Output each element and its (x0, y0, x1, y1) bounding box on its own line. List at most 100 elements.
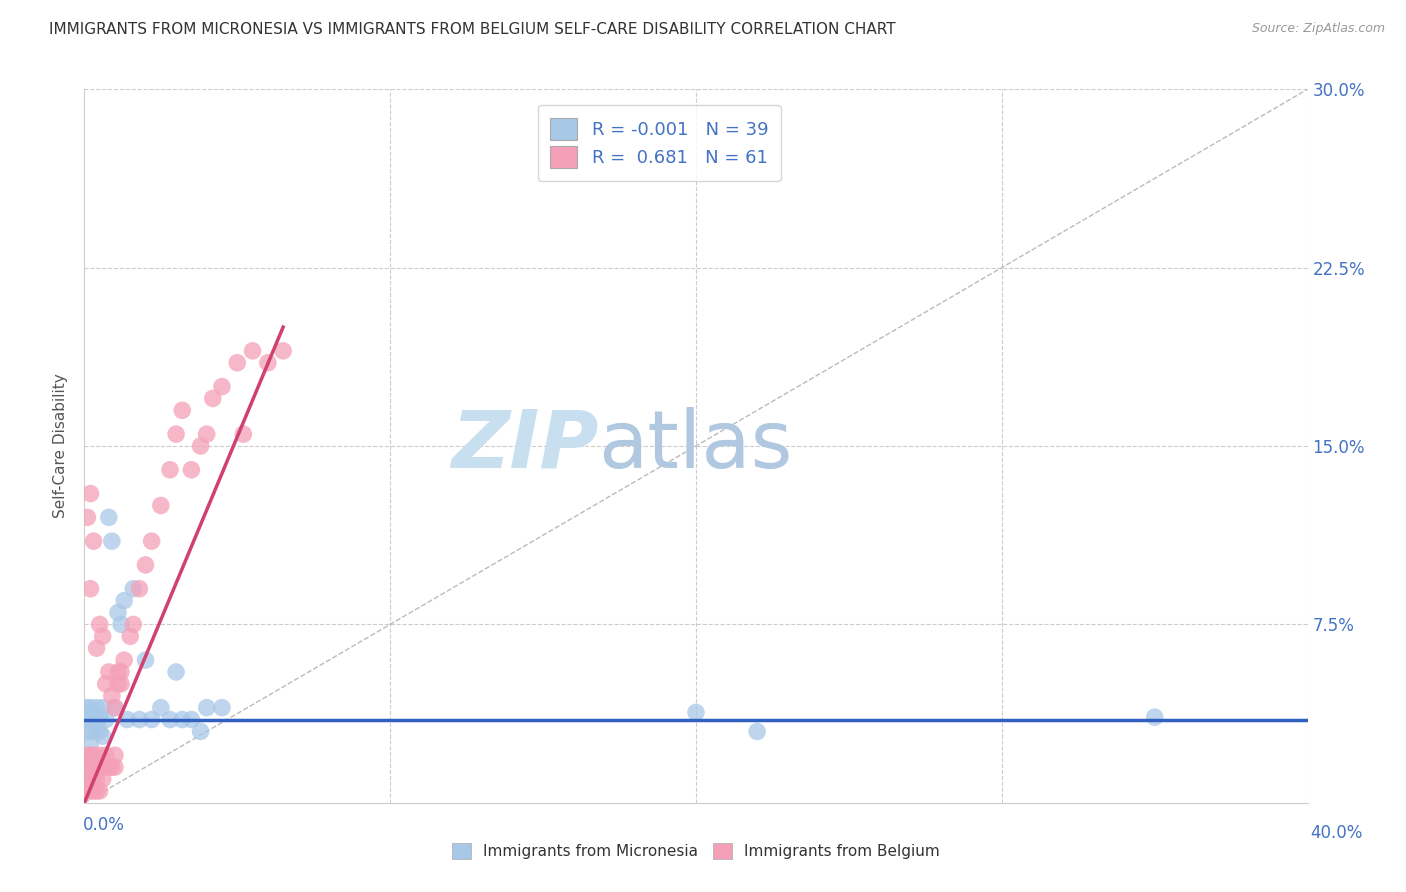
Point (79, 772, 101, 786)
Point (110, 617, 132, 632)
Point (172, 403, 194, 417)
Y-axis label: Self-Care Disability: Self-Care Disability (53, 374, 69, 518)
Point (76, 748, 98, 763)
Point (89, 617, 111, 632)
Point (83, 534, 105, 549)
Point (86, 720, 108, 734)
Point (141, 713, 163, 727)
Point (180, 713, 202, 727)
Point (83, 784, 105, 798)
Point (79, 748, 101, 763)
Point (97, 665, 120, 679)
Point (257, 356, 280, 370)
Point (107, 665, 129, 679)
Text: IMMIGRANTS FROM MICRONESIA VS IMMIGRANTS FROM BELGIUM SELF-CARE DISABILITY CORRE: IMMIGRANTS FROM MICRONESIA VS IMMIGRANTS… (49, 22, 896, 37)
Point (128, 582, 150, 596)
Text: ZIP: ZIP (451, 407, 598, 485)
Point (79, 736, 101, 750)
Point (89, 748, 111, 763)
Point (110, 665, 132, 679)
Text: 40.0%: 40.0% (1310, 824, 1362, 842)
Point (86, 641, 108, 656)
Point (242, 343, 264, 358)
Point (135, 653, 157, 667)
Point (76, 784, 98, 798)
Point (91, 629, 114, 643)
Point (135, 558, 157, 572)
Point (211, 379, 233, 393)
Text: atlas: atlas (598, 407, 793, 485)
Point (97, 760, 120, 774)
Point (94, 748, 117, 763)
Point (79, 700, 101, 714)
Point (104, 748, 127, 763)
Point (226, 356, 249, 370)
Point (76, 724, 98, 739)
Point (149, 499, 172, 513)
Point (110, 677, 132, 691)
Point (107, 677, 129, 691)
Point (101, 534, 124, 549)
Point (79, 784, 101, 798)
Point (101, 760, 124, 774)
Point (79, 760, 101, 774)
Point (180, 463, 202, 477)
Point (94, 760, 117, 774)
Point (195, 427, 218, 442)
Point (83, 748, 105, 763)
Point (83, 724, 105, 739)
Point (141, 534, 163, 549)
Point (83, 760, 105, 774)
Point (76, 760, 98, 774)
Point (120, 629, 142, 643)
Point (94, 713, 117, 727)
Point (271, 343, 294, 358)
Point (79, 713, 101, 727)
Point (685, 706, 707, 720)
Point (190, 439, 212, 453)
Point (91, 760, 114, 774)
Point (104, 760, 127, 774)
Point (91, 772, 114, 786)
Point (89, 760, 111, 774)
Point (149, 700, 172, 714)
Point (107, 606, 129, 620)
Point (165, 665, 187, 679)
Point (104, 700, 127, 714)
Point (112, 593, 135, 607)
Point (79, 748, 101, 763)
Point (86, 760, 108, 774)
Point (172, 713, 194, 727)
Point (190, 724, 212, 739)
Point (232, 427, 254, 442)
Point (104, 700, 127, 714)
Point (76, 713, 98, 727)
Point (195, 700, 218, 714)
Point (201, 392, 224, 406)
Text: Source: ZipAtlas.com: Source: ZipAtlas.com (1251, 22, 1385, 36)
Point (101, 689, 124, 703)
Point (747, 724, 769, 739)
Point (89, 724, 111, 739)
Point (94, 677, 117, 691)
Point (86, 700, 108, 714)
Point (211, 700, 233, 714)
Point (122, 617, 145, 632)
Point (112, 653, 135, 667)
Point (89, 710, 111, 724)
Point (115, 713, 138, 727)
Point (1143, 710, 1166, 724)
Point (76, 772, 98, 786)
Point (89, 784, 111, 798)
Point (79, 486, 101, 500)
Point (91, 729, 114, 743)
Point (91, 700, 114, 714)
Point (76, 510, 98, 524)
Point (86, 772, 108, 786)
Text: 0.0%: 0.0% (83, 815, 125, 834)
Point (159, 463, 181, 477)
Point (122, 582, 145, 596)
Point (76, 760, 98, 774)
Point (86, 784, 108, 798)
Point (128, 713, 150, 727)
